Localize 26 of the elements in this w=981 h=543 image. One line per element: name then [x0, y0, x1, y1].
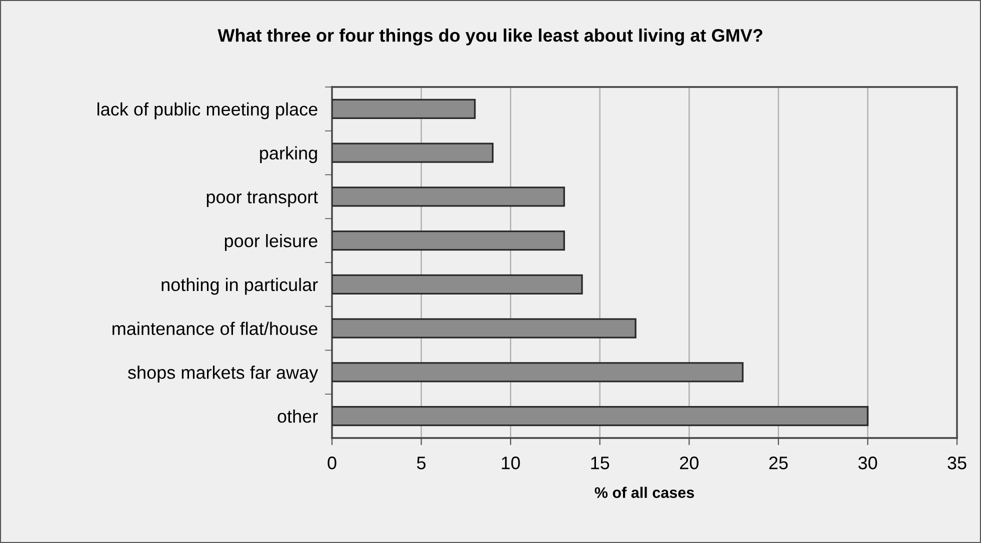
chart-title: What three or four things do you like least about living at GMV? [218, 28, 762, 46]
x-tick-label: 25 [769, 456, 788, 470]
x-tick-label: 15 [591, 456, 610, 470]
bar [332, 274, 583, 294]
x-tick-label: 0 [328, 456, 336, 470]
x-tick-label: 30 [858, 456, 878, 470]
y-tick-label: parking [260, 146, 317, 164]
x-tick-label: 10 [502, 456, 520, 470]
y-tick-label: poor leisure [224, 234, 318, 251]
y-tick-label: shops markets far away [128, 366, 318, 382]
y-tick-label: maintenance of flat/house [112, 322, 318, 336]
x-tick-label: 5 [416, 456, 426, 470]
y-tick-label: poor transport [206, 192, 318, 207]
bar [332, 318, 636, 338]
bar [332, 230, 565, 251]
bar [332, 98, 476, 119]
x-tick-label: 35 [948, 456, 966, 470]
x-axis-title: % of all cases [594, 486, 694, 498]
bar [332, 406, 869, 426]
y-tick-label: lack of public meeting place [98, 102, 318, 120]
bar [332, 142, 494, 163]
bar [332, 362, 744, 382]
y-tick-label: other [278, 410, 318, 423]
bar [332, 186, 565, 207]
y-tick-label: nothing in particular [162, 278, 318, 295]
x-tick-label: 20 [680, 456, 698, 470]
